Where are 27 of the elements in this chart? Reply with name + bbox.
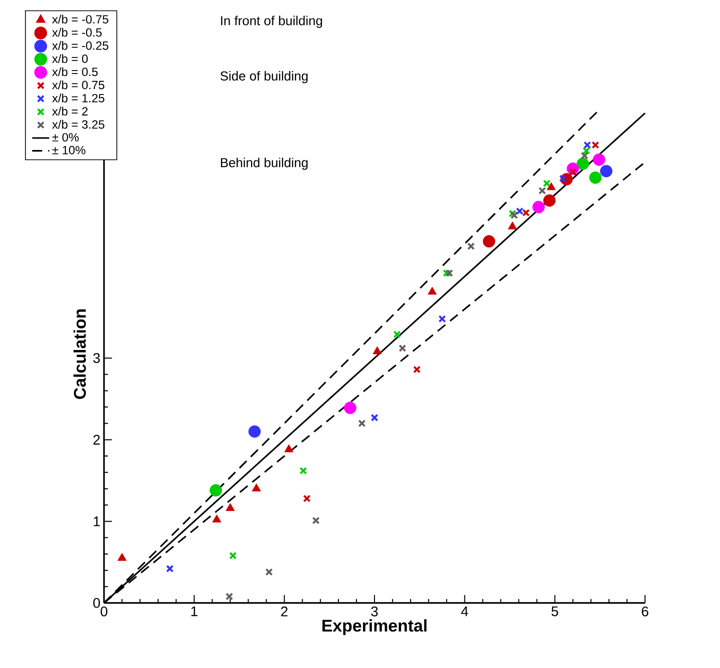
x-tick-label: 4 [461,606,468,616]
y-tick-label: 2 [93,434,100,445]
x-tick-label: 3 [371,606,378,616]
x-axis-title: Experimental [322,619,426,636]
legend-label: x/b = 0 [52,54,88,63]
x-tick-label: 5 [552,606,558,616]
legend-label: ± 10% [52,146,86,154]
legend-label: x/b = 0.75 [52,80,104,90]
legend-label: x/b = -0.25 [52,41,108,50]
y-tick-label: 3 [93,353,100,364]
y-tick-label: 1 [94,516,100,526]
x-tick-label: 1 [191,606,198,616]
legend-label: x/b = 1.25 [52,94,104,102]
x-tick-label: 6 [642,606,648,616]
y-axis-title: Calculation [73,309,86,399]
legend-label: x/b = 2 [52,106,88,116]
legend-label: x/b = 0.5 [52,67,98,76]
legend-label: x/b = -0.75 [52,14,108,24]
legend-label: x/b = -0.5 [52,28,102,37]
y-tick-label: 0 [93,598,100,608]
text: In front of building [221,16,322,28]
x-tick-label: 2 [281,606,288,616]
legend-label: ± 0% [52,133,79,142]
annotation: Behind building [220,158,308,170]
x-tick-label: 0 [100,606,108,616]
legend-label: x/b = 3.25 [52,120,104,129]
text: Side of building [220,71,308,84]
